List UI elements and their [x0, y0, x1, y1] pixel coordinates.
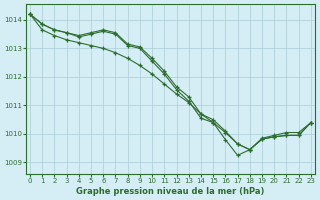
X-axis label: Graphe pression niveau de la mer (hPa): Graphe pression niveau de la mer (hPa) — [76, 187, 265, 196]
